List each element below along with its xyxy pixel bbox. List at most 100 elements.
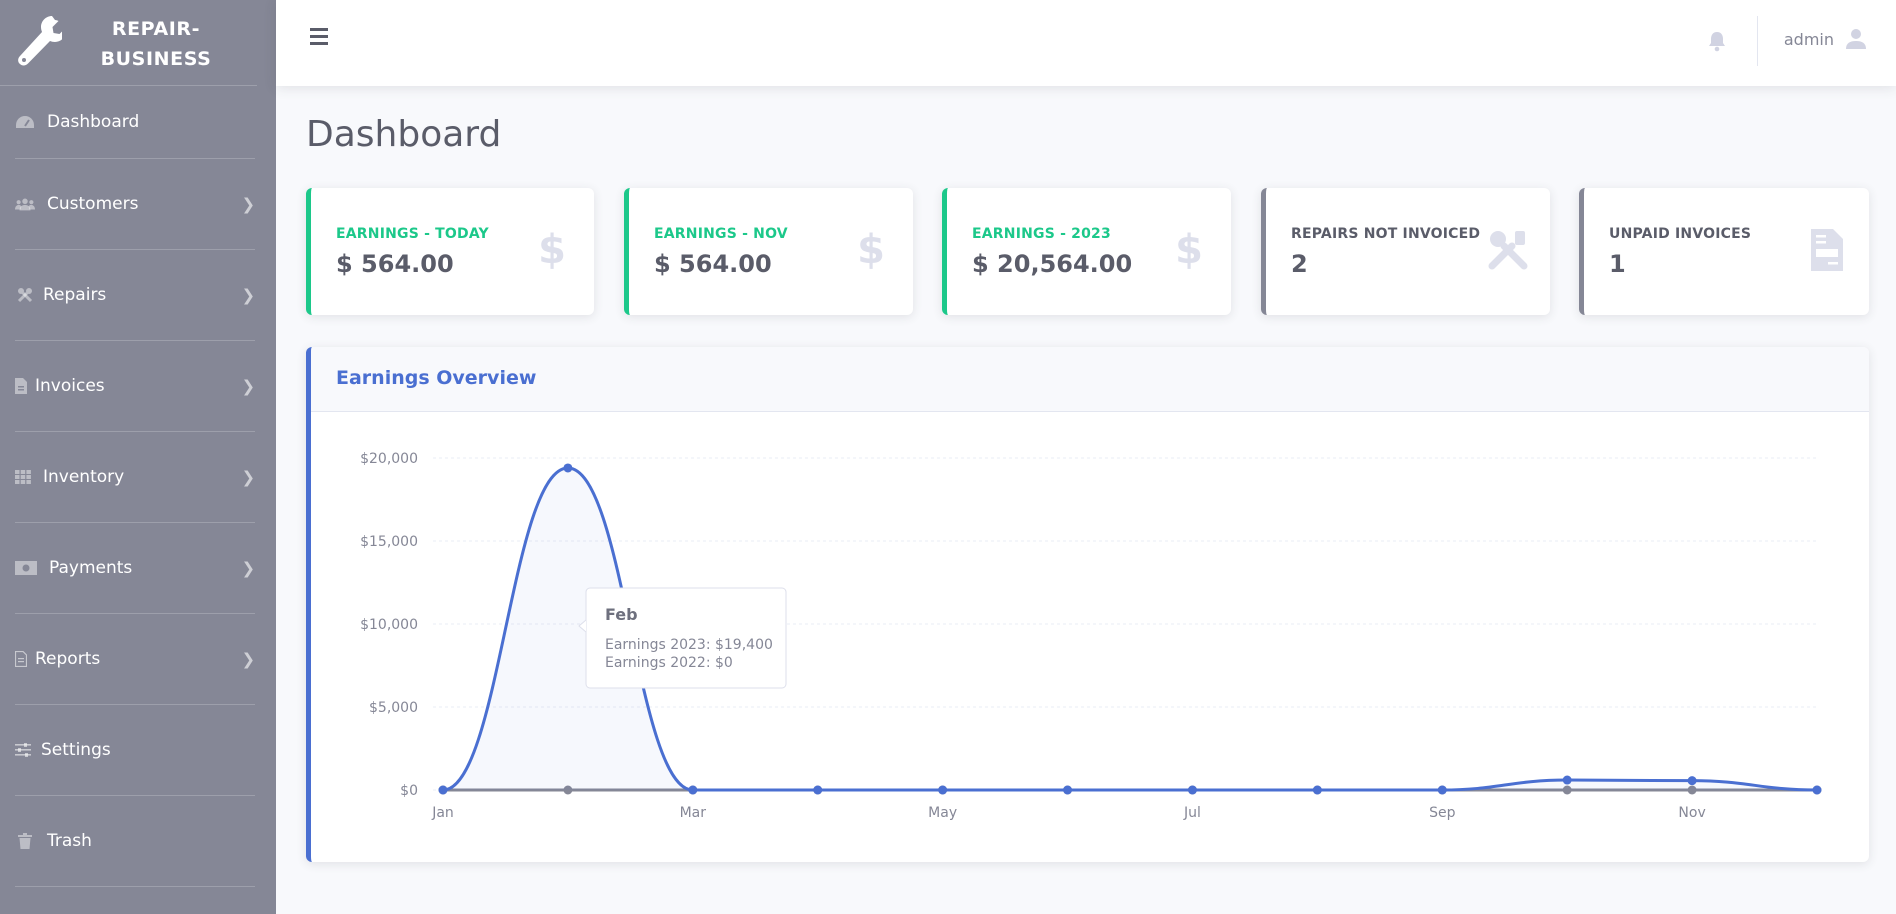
tooltip-box [585,587,787,689]
sliders-icon [15,742,31,758]
sidebar: REPAIR- BUSINESS Dashboard Customers ❯ R… [0,0,276,914]
trash-icon [15,833,35,849]
svg-text:$: $ [1177,229,1201,271]
card-earnings-month: EARNINGS - NOV $ 564.00 $ [624,188,913,315]
brand-line1: REPAIR- [111,18,201,40]
y-tick-label: $10,000 [360,617,418,633]
user-icon [1846,29,1866,49]
sidebar-item-trash[interactable]: Trash [15,796,255,887]
bell-icon[interactable] [1707,30,1727,52]
x-tick-label: Nov [1678,805,1705,821]
brand-name: REPAIR- BUSINESS [100,14,212,74]
data-point [938,785,948,795]
earnings-line-chart[interactable]: $0 $5,000 $10,000 $15,000 $20,000 Jan Mar May Ju… [311,412,1869,862]
sidebar-item-label: Payments [49,558,133,578]
sidebar-item-label: Trash [47,831,92,851]
data-point [438,785,448,795]
money-bill-icon [15,560,37,576]
x-tick-label: Mar [680,805,707,821]
dollar-icon: $ [530,228,574,272]
brand[interactable]: REPAIR- BUSINESS [0,0,257,86]
series-area [443,467,1817,790]
tooltip-caret [578,619,587,633]
card-unpaid-invoices: UNPAID INVOICES 1 [1579,188,1869,315]
card-title: EARNINGS - 2023 [972,226,1111,242]
sidebar-item-label: Invoices [35,376,105,396]
chevron-right-icon: ❯ [241,285,255,305]
topbar: admin [276,0,1896,86]
card-value: 1 [1609,250,1626,278]
topbar-divider [1757,16,1758,66]
card-value: $ 20,564.00 [972,250,1133,278]
user-menu[interactable]: admin [1784,28,1866,50]
sidebar-item-inventory[interactable]: Inventory ❯ [15,432,255,523]
x-tick-label: Sep [1429,805,1456,821]
tachometer-icon [15,114,35,130]
sidebar-item-reports[interactable]: Reports ❯ [15,614,255,705]
card-earnings-year: EARNINGS - 2023 $ 20,564.00 $ [942,188,1231,315]
data-point [1562,785,1572,795]
sidebar-item-invoices[interactable]: Invoices ❯ [15,341,255,432]
sidebar-item-label: Inventory [43,467,125,487]
sidebar-item-label: Repairs [43,285,107,305]
y-tick-label: $5,000 [369,700,418,716]
y-tick-label: $15,000 [360,534,418,550]
tooltip-line: Earnings 2022: $0 [605,655,733,671]
sidebar-item-customers[interactable]: Customers ❯ [15,159,255,250]
card-title: REPAIRS NOT INVOICED [1291,226,1481,242]
data-point [1187,785,1197,795]
chevron-right-icon: ❯ [241,467,255,487]
earnings-overview-card: Earnings Overview $0 $5,000 $10,000 $15,000… [306,347,1869,862]
card-value: $ 564.00 [336,250,454,278]
sidebar-item-label: Customers [47,194,139,214]
data-point [1063,785,1073,795]
dollar-icon: $ [849,228,893,272]
chevron-right-icon: ❯ [241,558,255,578]
card-title: EARNINGS - TODAY [336,226,489,242]
tooltip-line: Earnings 2023: $19,400 [605,637,773,653]
data-point [563,785,573,795]
sidebar-item-repairs[interactable]: Repairs ❯ [15,250,255,341]
data-point [563,463,573,473]
y-tick-label: $0 [400,783,418,799]
chevron-right-icon: ❯ [241,194,255,214]
dollar-icon: $ [1167,228,1211,272]
menu-toggle-icon[interactable] [310,28,330,50]
chevron-right-icon: ❯ [241,376,255,396]
data-point [1812,785,1822,795]
data-point [1437,785,1447,795]
tooltip-title: Feb [605,605,638,624]
data-point [688,785,698,795]
x-tick-label: Jul [1183,805,1201,821]
tools-icon [15,287,35,303]
page-title: Dashboard [306,114,502,155]
y-tick-label: $20,000 [360,451,418,467]
sidebar-item-label: Reports [35,649,101,669]
tools-icon [1486,228,1530,272]
data-point [813,785,823,795]
sidebar-item-settings[interactable]: Settings [15,705,255,796]
card-value: 2 [1291,250,1308,278]
card-title: EARNINGS - NOV [654,226,788,242]
file-alt-icon [15,651,27,667]
card-title: UNPAID INVOICES [1609,226,1752,242]
chevron-right-icon: ❯ [241,649,255,669]
svg-text:$: $ [859,229,883,271]
data-point [1687,776,1697,786]
x-tick-label: Jan [431,805,454,821]
chart-tooltip: Feb Earnings 2023: $19,400 Earnings 2022: … [578,587,787,689]
chart-header: Earnings Overview [311,347,1869,412]
sidebar-item-label: Settings [41,740,111,760]
sidebar-item-dashboard[interactable]: Dashboard [15,86,255,159]
wrench-icon [18,16,62,66]
card-earnings-today: EARNINGS - TODAY $ 564.00 $ [306,188,594,315]
sidebar-item-label: Dashboard [47,112,140,132]
data-point [1312,785,1322,795]
user-name: admin [1783,29,1834,49]
card-repairs-not-invoiced: REPAIRS NOT INVOICED 2 [1261,188,1550,315]
users-icon [15,196,35,212]
data-point [1687,785,1697,795]
sidebar-item-payments[interactable]: Payments ❯ [15,523,255,614]
brand-line2: BUSINESS [100,48,212,70]
chart-title: Earnings Overview [336,367,537,389]
